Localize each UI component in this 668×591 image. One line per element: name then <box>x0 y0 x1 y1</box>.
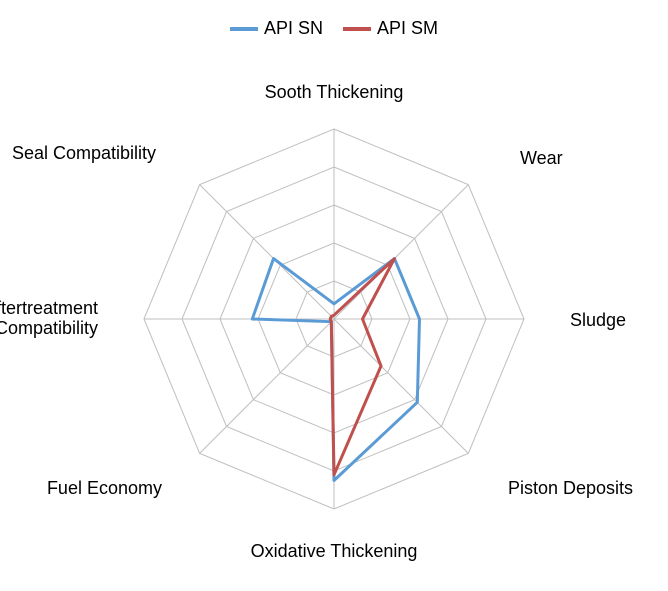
legend-item-1: API SM <box>343 18 438 39</box>
radar-svg: Sooth Thickening Wear Sludge Piston Deposit… <box>0 49 668 589</box>
legend-item-0: API SN <box>230 18 323 39</box>
axis-label-7: Seal Compatibility <box>12 143 156 163</box>
legend-label-1: API SM <box>377 18 438 39</box>
legend-swatch-1 <box>343 27 371 31</box>
legend-swatch-0 <box>230 27 258 31</box>
axis-label-2: Sludge <box>570 310 626 330</box>
axis-label-0: Sooth Thickening <box>265 82 404 102</box>
axis-label-4: Oxidative Thickening <box>251 541 418 561</box>
legend-label-0: API SN <box>264 18 323 39</box>
axis-label-6: AftertreatmentCompatibility <box>0 298 98 338</box>
axis-label-5: Fuel Economy <box>47 478 162 498</box>
legend: API SN API SM <box>0 0 668 49</box>
axis-label-1: Wear <box>520 148 563 168</box>
radar-chart-container: API SN API SM Sooth Thickening Wear Sludge… <box>0 0 668 591</box>
axis-label-3: Piston Deposits <box>508 478 633 498</box>
